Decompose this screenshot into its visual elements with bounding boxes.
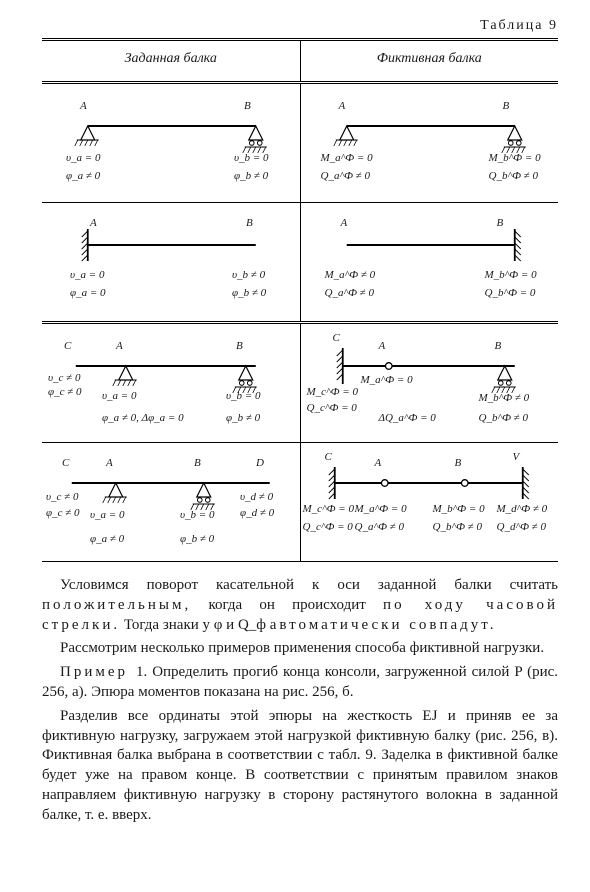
diagram-given-3: C A B υ_c ≠ 0 φ_c ≠ 0 υ_a = 0 φ_a ≠ 0, Δ… — [42, 324, 301, 442]
diagram-given-2: A B υ_a = 0 φ_a = 0 υ_b ≠ 0 φ_b ≠ 0 — [42, 203, 301, 321]
annotation: M_a^Ф = 0 — [355, 503, 407, 515]
node-label: B — [246, 217, 253, 229]
annotation: M_a^Ф = 0 — [321, 152, 373, 164]
spaced-text: автоматически совпадут. — [270, 617, 497, 633]
annotation: Q_d^Ф ≠ 0 — [497, 521, 546, 533]
node-label: B — [194, 457, 201, 469]
paragraph-1: Условимся поворот касательной к оси зада… — [42, 576, 558, 635]
annotation: Q_a^Ф ≠ 0 — [321, 170, 370, 182]
annotation: Q_c^Ф = 0 — [303, 521, 353, 533]
node-label: V — [513, 451, 520, 463]
annotation: υ_a = 0 — [66, 152, 100, 164]
diagram-fict-2: A B M_a^Ф ≠ 0 Q_a^Ф ≠ 0 M_b^Ф = 0 Q_b^Ф … — [301, 203, 559, 321]
annotation: υ_a = 0 — [90, 509, 124, 521]
node-label: A — [90, 217, 97, 229]
annotation: Q_a^Ф ≠ 0 — [325, 287, 374, 299]
paragraph-3: Пример 1. Определить прогиб конца консол… — [42, 663, 558, 703]
table-row: A B υ_a = 0 φ_a = 0 υ_b ≠ 0 φ_b ≠ 0 A B — [42, 202, 558, 321]
annotation: φ_c ≠ 0 — [46, 507, 80, 519]
annotation: φ_b ≠ 0 — [232, 287, 266, 299]
annotation: φ_a ≠ 0 — [66, 170, 100, 182]
node-label: A — [80, 100, 87, 112]
annotation: M_a^Ф = 0 — [361, 374, 413, 386]
annotation: φ_b ≠ 0 — [180, 533, 214, 545]
annotation: φ_b ≠ 0 — [226, 412, 260, 424]
node-label: B — [236, 340, 243, 352]
node-label: C — [325, 451, 332, 463]
node-label: A — [375, 457, 382, 469]
annotation: φ_d ≠ 0 — [240, 507, 274, 519]
annotation: M_b^Ф ≠ 0 — [479, 392, 530, 404]
annotation: υ_b = 0 — [234, 152, 268, 164]
annotation: M_c^Ф = 0 — [303, 503, 354, 515]
table-row: A B υ_a = 0 φ_a ≠ 0 υ_b = 0 φ_b ≠ 0 — [42, 81, 558, 202]
node-label: B — [497, 217, 504, 229]
node-label: C — [62, 457, 69, 469]
text: когда он происходит — [191, 597, 383, 613]
annotation: M_c^Ф = 0 — [307, 386, 358, 398]
annotation: M_a^Ф ≠ 0 — [325, 269, 376, 281]
annotation: M_d^Ф ≠ 0 — [497, 503, 548, 515]
node-label: A — [106, 457, 113, 469]
annotation: υ_b ≠ 0 — [232, 269, 265, 281]
header-left: Заданная балка — [42, 41, 300, 75]
annotation: υ_a = 0 — [102, 390, 136, 402]
node-label: A — [341, 217, 348, 229]
node-label: A — [379, 340, 386, 352]
annotation: φ_b ≠ 0 — [234, 170, 268, 182]
paragraph-4: Разделив все ординаты этой эпюры на жест… — [42, 707, 558, 826]
annotation: ΔQ_a^Ф = 0 — [379, 412, 436, 424]
table-caption: Таблица 9 — [42, 18, 558, 34]
node-label: C — [64, 340, 71, 352]
text: Рассмотрим несколько примеров применения… — [60, 640, 544, 656]
text: Тогда знаки у φ и Q_ф — [120, 617, 270, 633]
text: Условимся поворот касательной к оси зада… — [60, 577, 558, 593]
annotation: M_b^Ф = 0 — [489, 152, 541, 164]
header-right: Фиктивная балка — [301, 41, 559, 75]
annotation: υ_d ≠ 0 — [240, 491, 273, 503]
annotation: υ_a = 0 — [70, 269, 104, 281]
annotation: υ_c ≠ 0 — [46, 491, 78, 503]
text: Разделив все ординаты этой эпюры на жест… — [42, 708, 558, 823]
table-row: C A B D υ_c ≠ 0 φ_c ≠ 0 υ_a = 0 φ_a ≠ 0 … — [42, 442, 558, 561]
node-label: B — [455, 457, 462, 469]
comparison-table: Заданная балка Фиктивная балка A B — [42, 38, 558, 561]
annotation: φ_a = 0 — [70, 287, 106, 299]
example-label: Пример — [60, 664, 136, 680]
header-row: Заданная балка Фиктивная балка — [42, 38, 558, 81]
annotation: Q_b^Ф ≠ 0 — [489, 170, 538, 182]
diagram-given-1: A B υ_a = 0 φ_a ≠ 0 υ_b = 0 φ_b ≠ 0 — [42, 84, 301, 202]
annotation: M_b^Ф = 0 — [485, 269, 537, 281]
node-label: B — [495, 340, 502, 352]
paragraph-2: Рассмотрим несколько примеров применения… — [42, 639, 558, 659]
annotation: φ_a ≠ 0 — [90, 533, 124, 545]
annotation: Q_b^Ф ≠ 0 — [433, 521, 482, 533]
annotation: υ_b = 0 — [180, 509, 214, 521]
annotation: υ_b = 0 — [226, 390, 260, 402]
diagram-fict-3: C A B M_c^Ф = 0 Q_c^Ф = 0 M_a^Ф = 0 ΔQ_a… — [301, 324, 559, 442]
node-label: D — [256, 457, 264, 469]
spaced-text: положительным, — [42, 597, 191, 613]
annotation: Q_b^Ф ≠ 0 — [479, 412, 528, 424]
diagram-given-4: C A B D υ_c ≠ 0 φ_c ≠ 0 υ_a = 0 φ_a ≠ 0 … — [42, 443, 301, 561]
node-label: B — [244, 100, 251, 112]
annotation: φ_c ≠ 0 — [48, 386, 82, 398]
annotation: Q_b^Ф = 0 — [485, 287, 536, 299]
node-label: B — [503, 100, 510, 112]
annotation: Q_c^Ф = 0 — [307, 402, 357, 414]
node-label: A — [339, 100, 346, 112]
node-label: C — [333, 332, 340, 344]
node-label: A — [116, 340, 123, 352]
diagram-fict-1: A B M_a^Ф = 0 Q_a^Ф ≠ 0 M_b^Ф = 0 Q_b^Ф … — [301, 84, 559, 202]
table-row: C A B υ_c ≠ 0 φ_c ≠ 0 υ_a = 0 φ_a ≠ 0, Δ… — [42, 321, 558, 442]
diagram-fict-4: C A B V M_c^Ф = 0 Q_c^Ф = 0 M_a^Ф = 0 Q_… — [301, 443, 559, 561]
annotation: Q_a^Ф ≠ 0 — [355, 521, 404, 533]
annotation: υ_c ≠ 0 — [48, 372, 80, 384]
annotation: M_b^Ф = 0 — [433, 503, 485, 515]
annotation: φ_a ≠ 0, Δφ_a = 0 — [102, 412, 184, 424]
